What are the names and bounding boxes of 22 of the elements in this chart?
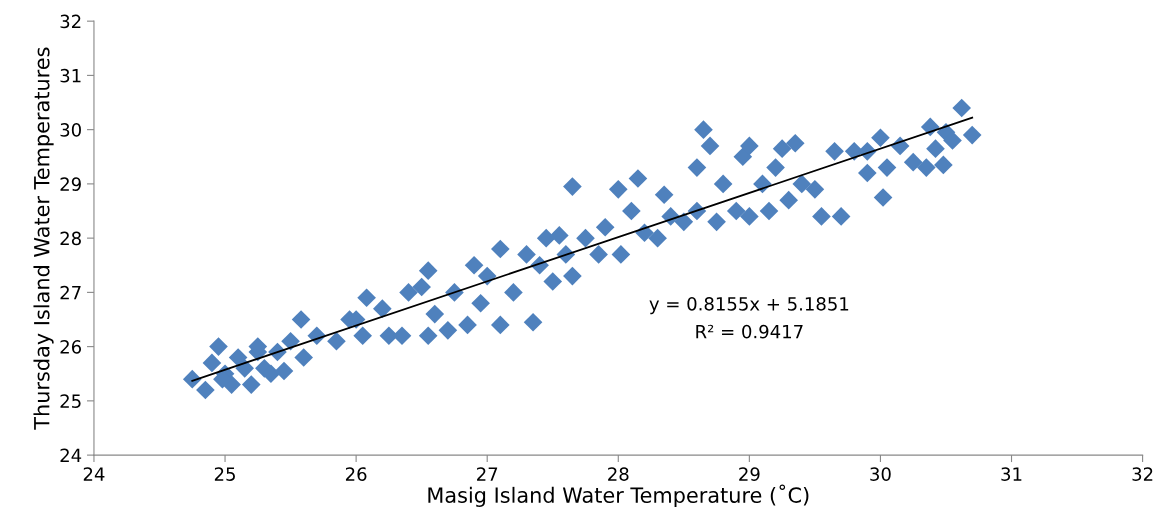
y-tick-label: 29: [60, 177, 81, 192]
annotation: y = 0.8155x + 5.1851: [649, 296, 849, 315]
y-tick-label: 30: [60, 123, 81, 137]
y-tick-label: 24: [60, 448, 82, 462]
x-tick-label: 29: [739, 467, 760, 481]
y-tick-label: 32: [60, 14, 81, 29]
x-tick-label: 26: [345, 467, 367, 481]
annotation: R² = 0.9417: [696, 324, 803, 339]
y-tick-label: 28: [60, 231, 81, 246]
y-tick-label: 27: [60, 285, 81, 300]
x-tick-label: 31: [1001, 467, 1022, 481]
y-axis-title: Thursday Island Water Temperatures: [33, 47, 54, 430]
x-tick-label: 30: [870, 467, 891, 481]
x-tick-label: 28: [608, 467, 629, 481]
x-tick-label: 24: [83, 467, 105, 481]
x-axis-title: Masig Island Water Temperature (˚C): [428, 484, 809, 508]
y-tick-label: 25: [60, 394, 81, 408]
x-tick-label: 27: [477, 467, 498, 481]
y-tick-label: 26: [60, 340, 82, 354]
y-tick-label: 31: [60, 68, 81, 83]
x-tick-label: 25: [214, 467, 235, 481]
x-tick-label: 32: [1132, 467, 1153, 481]
